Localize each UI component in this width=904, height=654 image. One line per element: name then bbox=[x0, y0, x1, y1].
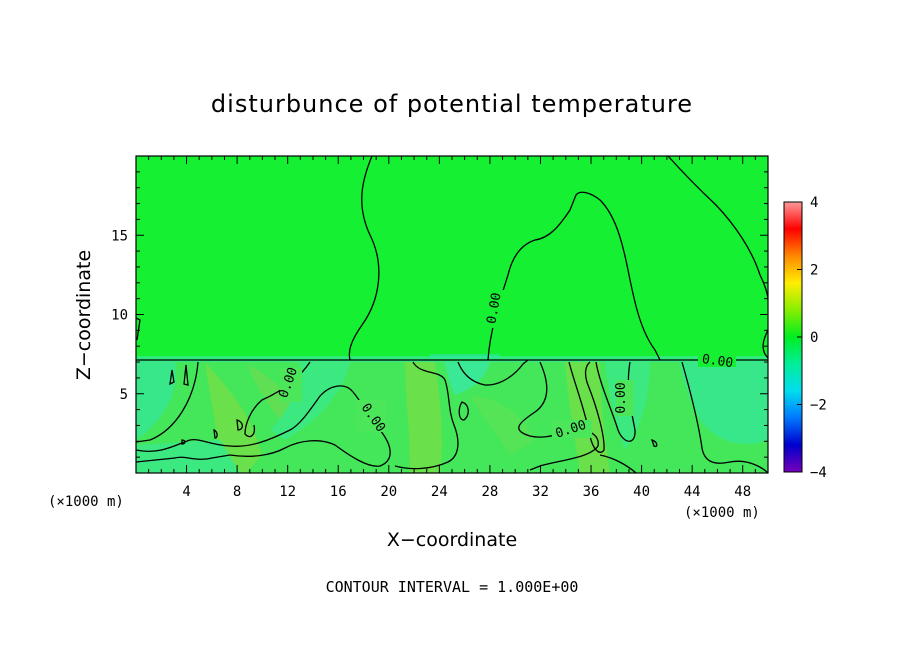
contour-line bbox=[650, 438, 658, 448]
colorbar-tick-label: −2 bbox=[810, 398, 827, 414]
lower-field-patch bbox=[136, 362, 176, 440]
contour-label: 0.00 bbox=[614, 382, 629, 413]
contour-label-bg bbox=[698, 353, 736, 367]
x-tick-label: 36 bbox=[583, 484, 600, 500]
contour-line bbox=[181, 439, 186, 445]
lower-field-patch bbox=[470, 395, 535, 455]
contour-line bbox=[457, 359, 529, 386]
contour-line bbox=[169, 369, 175, 386]
plot-field: 0.00 0.00 0.00 0.00 0.00 0.00 bbox=[136, 156, 768, 473]
chart-title: disturbunce of potential temperature bbox=[211, 90, 693, 118]
contour-line bbox=[183, 364, 189, 386]
x-tick-label: 40 bbox=[633, 484, 650, 500]
contour-line bbox=[458, 401, 469, 421]
axis-ticks bbox=[136, 156, 768, 473]
contour-line bbox=[348, 156, 380, 361]
contour-interval-note: CONTOUR INTERVAL = 1.000E+00 bbox=[326, 578, 579, 596]
lower-field-patch bbox=[248, 365, 295, 420]
z-tick-label: 10 bbox=[111, 308, 128, 324]
contour-label-bg bbox=[356, 400, 386, 432]
x-tick-label: 20 bbox=[380, 484, 397, 500]
contour-label-bg bbox=[616, 380, 634, 416]
colorbar-tick-label: 4 bbox=[810, 195, 818, 211]
z-tick-label: 5 bbox=[120, 387, 128, 403]
colorbar-labels: 4 2 0 −2 −4 bbox=[797, 195, 827, 481]
x-tick-label: 8 bbox=[233, 484, 241, 500]
contour-line bbox=[568, 361, 605, 453]
interface-band bbox=[136, 356, 768, 362]
interface-band bbox=[430, 354, 500, 358]
upper-field bbox=[136, 156, 768, 360]
lower-field-patch bbox=[445, 362, 490, 395]
x-tick-label: 16 bbox=[330, 484, 347, 500]
x-tick-label: 48 bbox=[734, 484, 751, 500]
x-right-unit-label: (×1000 m) bbox=[684, 505, 760, 521]
contour-line bbox=[136, 361, 199, 443]
colorbar-tick-label: −4 bbox=[810, 465, 827, 481]
colorbar-tick-label: 0 bbox=[810, 330, 818, 346]
contour-line bbox=[681, 361, 768, 473]
contour-line bbox=[213, 428, 218, 439]
contour-line bbox=[667, 156, 768, 301]
lower-field-patch bbox=[680, 362, 768, 444]
x-tick-label: 28 bbox=[481, 484, 498, 500]
contour-label-bg bbox=[488, 290, 510, 328]
x-tick-label: 24 bbox=[431, 484, 448, 500]
x-tick-label: 32 bbox=[532, 484, 549, 500]
contour-line bbox=[487, 191, 661, 361]
z-tick-label: 15 bbox=[111, 228, 128, 244]
lower-field-patch bbox=[405, 362, 443, 473]
z-axis-title: Z−coordinate bbox=[73, 250, 95, 380]
lower-field-patch bbox=[270, 362, 350, 440]
x-axis-title: X−coordinate bbox=[387, 529, 517, 551]
lower-field-patch bbox=[136, 440, 240, 473]
contour-line bbox=[762, 329, 768, 359]
contour-label-bg bbox=[552, 420, 592, 438]
contour-line bbox=[599, 454, 637, 473]
contour-label-bg bbox=[280, 368, 302, 402]
x-left-unit-label: (×1000 m) bbox=[48, 494, 124, 510]
x-tick-label: 12 bbox=[279, 484, 296, 500]
x-tick-label: 4 bbox=[182, 484, 190, 500]
colorbar-tick-label: 2 bbox=[810, 263, 818, 279]
contour-lines bbox=[136, 156, 768, 473]
contour-label: 0.00 bbox=[484, 292, 504, 325]
contour-line bbox=[236, 419, 244, 431]
contour-line bbox=[394, 361, 459, 470]
contour-line bbox=[136, 317, 141, 341]
x-tick-label: 44 bbox=[684, 484, 701, 500]
contour-label: 0.00 bbox=[701, 352, 734, 371]
